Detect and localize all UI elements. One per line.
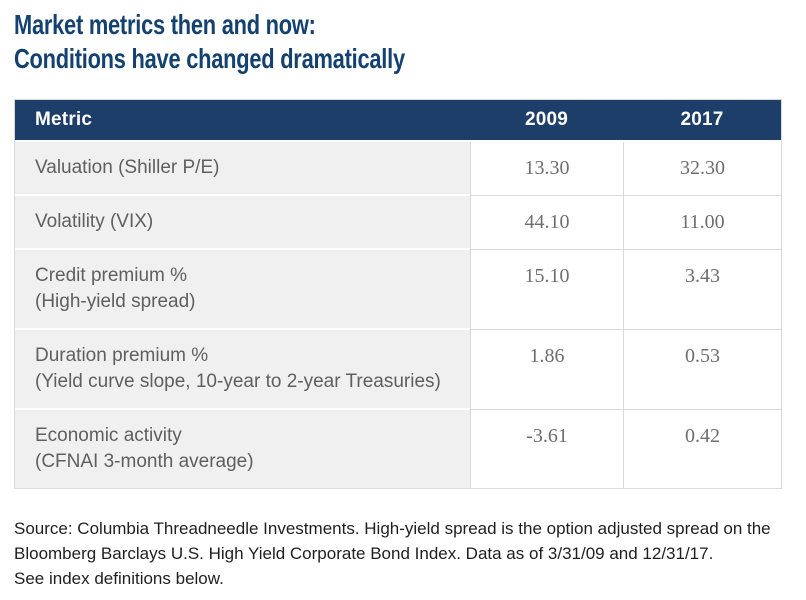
metric-name: Economic activity <box>35 425 182 446</box>
table-row-volatility: Volatility (VIX) 44.10 11.00 <box>15 196 781 250</box>
column-header-metric: Metric <box>15 100 470 142</box>
table-row-valuation: Valuation (Shiller P/E) 13.30 32.30 <box>15 142 781 196</box>
metric-cell: Credit premium % (High-yield spread) <box>15 250 470 330</box>
metric-subtitle: (CFNAI 3-month average) <box>35 451 254 472</box>
value-2009: 15.10 <box>470 250 623 330</box>
page-title-line2: Conditions have changed dramatically <box>14 43 405 74</box>
table-row-credit-premium: Credit premium % (High-yield spread) 15.… <box>15 250 781 330</box>
table-row-economic-activity: Economic activity (CFNAI 3-month average… <box>15 410 781 488</box>
value-2009: 13.30 <box>470 142 623 196</box>
table-row-duration-premium: Duration premium % (Yield curve slope, 1… <box>15 330 781 410</box>
source-note-line2: Bloomberg Barclays U.S. High Yield Corpo… <box>14 544 714 563</box>
value-2017: 3.43 <box>623 250 781 330</box>
metric-name: Credit premium % <box>35 265 188 286</box>
metric-subtitle: (Yield curve slope, 10-year to 2-year Tr… <box>35 371 441 392</box>
column-header-2017: 2017 <box>623 100 781 142</box>
metric-cell: Valuation (Shiller P/E) <box>15 142 470 196</box>
metrics-table: Metric 2009 2017 Valuation (Shiller P/E)… <box>14 99 782 489</box>
value-2009: 44.10 <box>470 196 623 250</box>
value-2009: 1.86 <box>470 330 623 410</box>
page-title: Market metrics then and now: Conditions … <box>14 8 405 76</box>
value-2017: 0.53 <box>623 330 781 410</box>
value-2017: 0.42 <box>623 410 781 488</box>
table-header-row: Metric 2009 2017 <box>15 100 781 142</box>
metric-cell: Duration premium % (Yield curve slope, 1… <box>15 330 470 410</box>
source-note-line3: See index definitions below. <box>14 569 224 588</box>
page-title-line1: Market metrics then and now: <box>14 9 316 40</box>
metric-name: Volatility (VIX) <box>35 211 154 232</box>
source-note: Source: Columbia Threadneedle Investment… <box>14 516 771 591</box>
metric-cell: Economic activity (CFNAI 3-month average… <box>15 410 470 488</box>
metric-cell: Volatility (VIX) <box>15 196 470 250</box>
value-2017: 11.00 <box>623 196 781 250</box>
source-note-line1: Source: Columbia Threadneedle Investment… <box>14 519 771 538</box>
metric-name: Valuation (Shiller P/E) <box>35 157 220 178</box>
metric-subtitle: (High-yield spread) <box>35 291 196 312</box>
value-2009: -3.61 <box>470 410 623 488</box>
column-header-2009: 2009 <box>470 100 623 142</box>
metric-name: Duration premium % <box>35 345 209 366</box>
value-2017: 32.30 <box>623 142 781 196</box>
